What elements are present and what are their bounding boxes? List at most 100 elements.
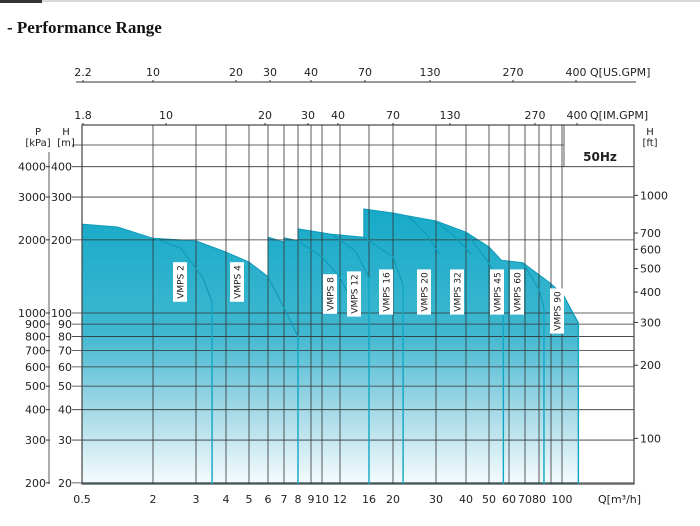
- h-tick-label: 40: [58, 404, 72, 417]
- curve-vmps-2: [152, 237, 213, 303]
- p-tick-label: 2000: [18, 234, 46, 247]
- im-gpm-tick-label: 30: [301, 109, 315, 122]
- ft-axis-title: H: [646, 127, 654, 138]
- us-gpm-tick-label: 70: [358, 66, 372, 79]
- model-label-box: [379, 269, 393, 315]
- model-label: VMPS 32: [450, 269, 464, 315]
- us-gpm-tick-label: 270: [503, 66, 524, 79]
- model-label-box: [173, 262, 187, 302]
- model-label-text: VMPS 20: [421, 272, 431, 312]
- h-tick-label: 300: [51, 191, 72, 204]
- ft-tick-label: 500: [640, 263, 661, 276]
- x-axis-label: Q[m³/h]: [598, 493, 641, 506]
- model-label-text: VMPS 90: [554, 291, 564, 331]
- im-gpm-axis-label: Q[IM.GPM]: [590, 109, 648, 122]
- us-gpm-tick-label: 10: [146, 66, 160, 79]
- model-label-text: VMPS 4: [234, 265, 244, 299]
- h-tick-label: 90: [58, 318, 72, 331]
- x-tick-label: 9: [308, 493, 315, 506]
- model-label: VMPS 20: [417, 269, 431, 315]
- frequency-box: [565, 126, 633, 166]
- im-gpm-tick-label: 1.8: [74, 109, 92, 122]
- im-gpm-tick-label: 270: [525, 109, 546, 122]
- h-tick-label: 60: [58, 361, 72, 374]
- p-tick-label: 500: [25, 380, 46, 393]
- x-tick-label: 60: [502, 493, 516, 506]
- h-tick-label: 30: [58, 434, 72, 447]
- x-tick-label: 50: [482, 493, 496, 506]
- model-label-text: VMPS 45: [494, 272, 504, 311]
- p-tick-label: 4000: [18, 161, 46, 174]
- p-tick-label: 200: [25, 477, 46, 490]
- ft-tick-label: 200: [640, 359, 661, 372]
- model-label-box: [323, 274, 337, 314]
- us-gpm-tick-label: 20: [229, 66, 243, 79]
- x-tick-label: 16: [362, 493, 376, 506]
- x-tick-label: 2: [150, 493, 157, 506]
- p-tick-label: 400: [25, 404, 46, 417]
- h-tick-label: 70: [58, 345, 72, 358]
- model-label-box: [550, 288, 564, 334]
- model-label: VMPS 2: [173, 262, 187, 302]
- im-gpm-tick-label: 70: [386, 109, 400, 122]
- model-label: VMPS 45: [490, 269, 504, 315]
- us-gpm-axis-label: Q[US.GPM]: [590, 66, 650, 79]
- model-label: VMPS 12: [347, 271, 361, 317]
- x-tick-label: 10: [315, 493, 329, 506]
- model-label-box: [347, 271, 361, 317]
- model-label-text: VMPS 32: [454, 272, 464, 311]
- ft-tick-label: 400: [640, 286, 661, 299]
- model-label: VMPS 8: [323, 274, 337, 314]
- im-gpm-tick-label: 10: [159, 109, 173, 122]
- frequency-label: 50Hz: [583, 150, 617, 164]
- model-label: VMPS 16: [379, 269, 393, 315]
- p-tick-label: 700: [25, 345, 46, 358]
- model-label-box: [417, 269, 431, 315]
- h-tick-label: 200: [51, 234, 72, 247]
- h-tick-label: 100: [51, 307, 72, 320]
- x-tick-label: 70: [518, 493, 532, 506]
- curve-vmps-60: [522, 262, 545, 309]
- h-tick-label: 50: [58, 380, 72, 393]
- x-tick-label: 80: [532, 493, 546, 506]
- model-label-text: VMPS 60: [514, 272, 524, 312]
- p-tick-label: 900: [25, 318, 46, 331]
- x-tick-label: 5: [246, 493, 253, 506]
- us-gpm-tick-label: 2.2: [74, 66, 92, 79]
- model-label-box: [450, 269, 464, 315]
- p-tick-label: 800: [25, 331, 46, 344]
- h-tick-label: 400: [51, 161, 72, 174]
- model-label: VMPS 4: [230, 262, 244, 302]
- x-tick-label: 12: [333, 493, 347, 506]
- im-gpm-tick-label: 130: [440, 109, 461, 122]
- curve-vmps-90: [562, 294, 579, 324]
- us-gpm-tick-label: 400: [566, 66, 587, 79]
- p-tick-label: 3000: [18, 191, 46, 204]
- curve-vmps-8: [297, 240, 349, 295]
- h-axis-title: H: [62, 127, 70, 138]
- im-gpm-tick-label: 400: [567, 109, 588, 122]
- model-label: VMPS 60: [510, 269, 524, 315]
- h-axis-unit: [m]: [57, 138, 75, 149]
- x-tick-label: 4: [223, 493, 230, 506]
- curve-vmps-20: [407, 215, 440, 255]
- curve-vmps-4: [267, 276, 299, 337]
- x-tick-label: 40: [459, 493, 473, 506]
- curve-vmps-32: [435, 220, 472, 255]
- ft-tick-label: 300: [640, 316, 661, 329]
- x-tick-label: 20: [386, 493, 400, 506]
- us-gpm-tick-label: 40: [304, 66, 318, 79]
- model-label-box: [230, 262, 244, 302]
- h-tick-label: 20: [58, 477, 72, 490]
- top-accent-bar: [0, 0, 42, 3]
- model-label-text: VMPS 2: [177, 265, 187, 299]
- page-title: - Performance Range: [7, 18, 162, 37]
- x-tick-label: 100: [552, 493, 573, 506]
- ft-tick-label: 1000: [640, 189, 668, 202]
- p-tick-label: 1000: [18, 307, 46, 320]
- ft-tick-label: 600: [640, 243, 661, 256]
- ft-axis-unit: [ft]: [642, 138, 657, 149]
- im-gpm-tick-label: 40: [331, 109, 345, 122]
- h-tick-label: 80: [58, 331, 72, 344]
